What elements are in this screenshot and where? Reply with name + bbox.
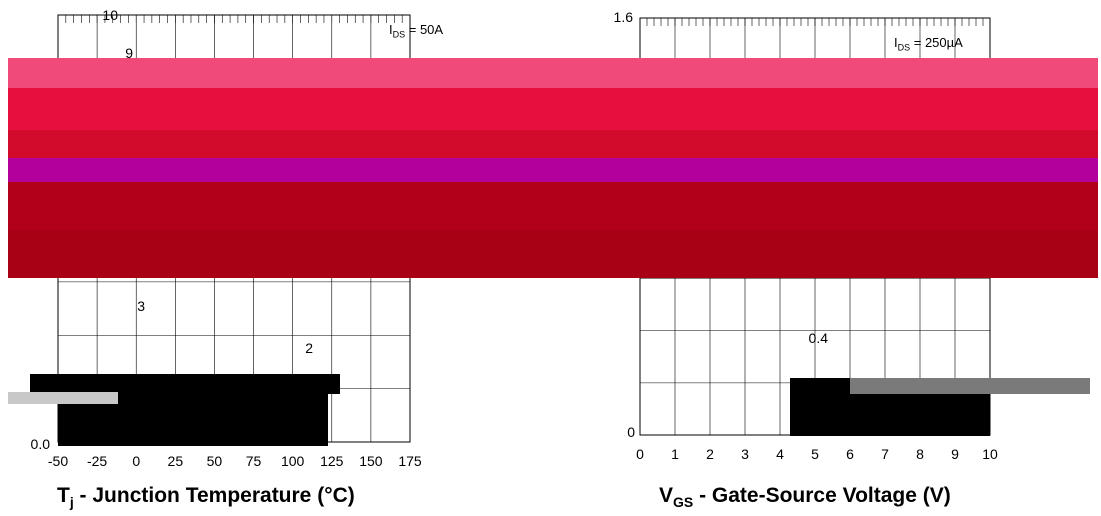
overlay-band-red-1 bbox=[8, 88, 1098, 130]
left-x-tick-label: 150 bbox=[359, 453, 383, 469]
overlay-strip-grey bbox=[8, 392, 118, 404]
left-x-tick-label: 0 bbox=[132, 453, 140, 469]
overlay-band-red-2 bbox=[8, 130, 1098, 158]
right-x-tick-label: 0 bbox=[636, 446, 644, 462]
left-x-tick-label: -50 bbox=[48, 453, 68, 469]
right-x-axis-title: VGS - Gate-Source Voltage (V) bbox=[659, 484, 951, 511]
overlay-band-magenta bbox=[8, 158, 1098, 182]
left-annotation: IDS = 50A bbox=[389, 22, 444, 40]
overlay-block-right-grey bbox=[850, 378, 1090, 394]
overlay-band-crimson bbox=[8, 182, 1098, 230]
right-y-tick-label: 0 bbox=[627, 424, 635, 440]
right-y-tick-label: 0.4 bbox=[809, 330, 829, 346]
left-x-tick-label: 175 bbox=[398, 453, 422, 469]
right-y-tick-label: 1.6 bbox=[614, 9, 634, 25]
overlay-band-dark bbox=[8, 230, 1098, 278]
right-x-tick-label: 10 bbox=[982, 446, 998, 462]
left-x-tick-label: 125 bbox=[320, 453, 344, 469]
right-x-tick-label: 5 bbox=[811, 446, 819, 462]
left-x-axis-title: Tj - Junction Temperature (°C) bbox=[57, 484, 355, 511]
right-x-tick-label: 4 bbox=[776, 446, 784, 462]
left-y-tick-label: 9 bbox=[125, 45, 133, 61]
right-x-tick-label: 3 bbox=[741, 446, 749, 462]
overlay-band-pink bbox=[8, 58, 1098, 88]
right-annotation: IDS = 250µA bbox=[894, 35, 963, 53]
left-x-tick-label: 50 bbox=[207, 453, 223, 469]
left-x-tick-label: -25 bbox=[87, 453, 107, 469]
left-x-tick-label: 100 bbox=[281, 453, 305, 469]
corruption-overlay bbox=[8, 58, 1098, 446]
left-y-tick-label: 2 bbox=[305, 340, 313, 356]
left-y-tick-label: 10 bbox=[102, 7, 118, 23]
left-y-tick-label: 3 bbox=[137, 298, 145, 314]
right-x-tick-label: 1 bbox=[671, 446, 679, 462]
right-x-tick-label: 2 bbox=[706, 446, 714, 462]
right-x-tick-label: 6 bbox=[846, 446, 854, 462]
right-x-tick-label: 8 bbox=[916, 446, 924, 462]
overlay-block-left-mid bbox=[30, 374, 340, 394]
right-x-tick-label: 7 bbox=[881, 446, 889, 462]
left-y-tick-label: 0.0 bbox=[31, 436, 51, 452]
right-x-tick-label: 9 bbox=[951, 446, 959, 462]
left-x-tick-label: 25 bbox=[168, 453, 184, 469]
left-x-tick-label: 75 bbox=[246, 453, 262, 469]
